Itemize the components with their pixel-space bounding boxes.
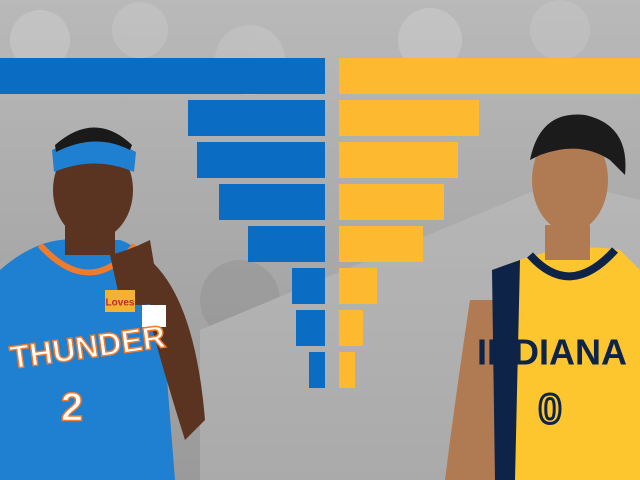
bar (296, 310, 325, 346)
bar (339, 58, 640, 94)
left-player: THUNDER 2 Loves (0, 127, 205, 480)
bar (339, 268, 377, 304)
bar (188, 100, 325, 136)
jersey-number: 0 (538, 385, 561, 432)
bar (339, 310, 363, 346)
jersey-sponsor: Loves (106, 298, 135, 309)
bar (292, 268, 325, 304)
bar (339, 184, 444, 220)
bar (339, 100, 479, 136)
bar (197, 142, 325, 178)
bar (339, 352, 355, 388)
jersey-number: 2 (61, 386, 83, 430)
bar (0, 58, 325, 94)
bar-group (0, 58, 640, 388)
bar (339, 142, 458, 178)
bar (248, 226, 325, 262)
jersey-team: INDIANA (477, 332, 627, 373)
bar (309, 352, 325, 388)
right-player: INDIANA 0 (445, 114, 640, 480)
bar (339, 226, 423, 262)
bar (219, 184, 325, 220)
